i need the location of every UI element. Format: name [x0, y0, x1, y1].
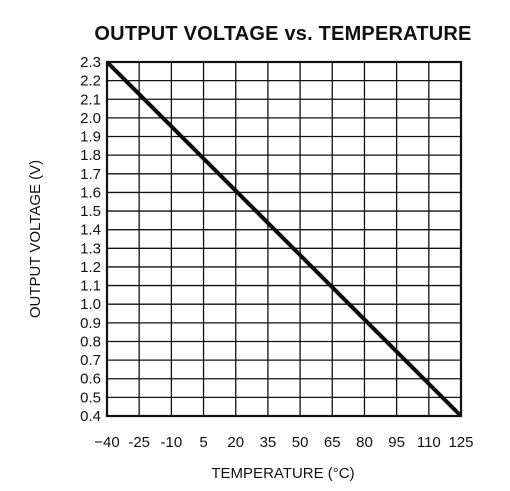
x-tick-label: 95: [388, 434, 405, 451]
y-tick-label: 1.2: [80, 259, 101, 276]
x-tick-label: -10: [161, 434, 183, 451]
x-tick-label: 35: [260, 434, 277, 451]
series-layer: [105, 60, 463, 418]
y-tick-label: 1.5: [80, 203, 101, 220]
y-axis-label: OUTPUT VOLTAGE (V): [27, 160, 44, 318]
x-tick-label: 80: [356, 434, 373, 451]
x-axis-label: TEMPERATURE (°C): [211, 465, 354, 482]
x-tick-label: 125: [448, 434, 473, 451]
y-tick-label: 1.0: [80, 296, 101, 313]
x-tick-labels: −40 -25 -10 5 20 35 50 65 80 95 110 125: [94, 434, 473, 451]
y-tick-label: 2.1: [80, 91, 101, 108]
y-tick-label: 1.9: [80, 129, 101, 146]
y-tick-label: 0.4: [80, 408, 101, 425]
chart-title: OUTPUT VOLTAGE vs. TEMPERATURE: [94, 23, 471, 45]
y-tick-label: 0.6: [80, 371, 101, 388]
x-tick-label: 65: [324, 434, 341, 451]
y-tick-label: 1.8: [80, 147, 101, 164]
series-line: [105, 60, 463, 418]
x-tick-label: 5: [199, 434, 207, 451]
y-tick-label: 1.3: [80, 240, 101, 257]
y-tick-label: 2.3: [80, 54, 101, 71]
y-tick-label: 2.2: [80, 73, 101, 90]
y-tick-label: 0.5: [80, 389, 101, 406]
x-tick-label: 50: [292, 434, 309, 451]
y-tick-label: 0.8: [80, 333, 101, 350]
y-tick-label: 1.1: [80, 278, 101, 295]
y-tick-labels: 0.40.50.60.70.80.91.01.11.21.31.41.51.61…: [80, 54, 101, 425]
x-tick-label: -25: [128, 434, 150, 451]
plot-frame: [105, 60, 463, 418]
y-tick-label: 2.0: [80, 110, 101, 127]
y-tick-label: 1.6: [80, 184, 101, 201]
y-tick-label: 0.9: [80, 315, 101, 332]
y-tick-label: 1.4: [80, 222, 101, 239]
x-tick-label: −40: [94, 434, 119, 451]
y-tick-label: 1.7: [80, 166, 101, 183]
x-tick-label: 20: [227, 434, 244, 451]
x-tick-label: 110: [417, 434, 441, 451]
y-tick-label: 0.7: [80, 352, 101, 369]
